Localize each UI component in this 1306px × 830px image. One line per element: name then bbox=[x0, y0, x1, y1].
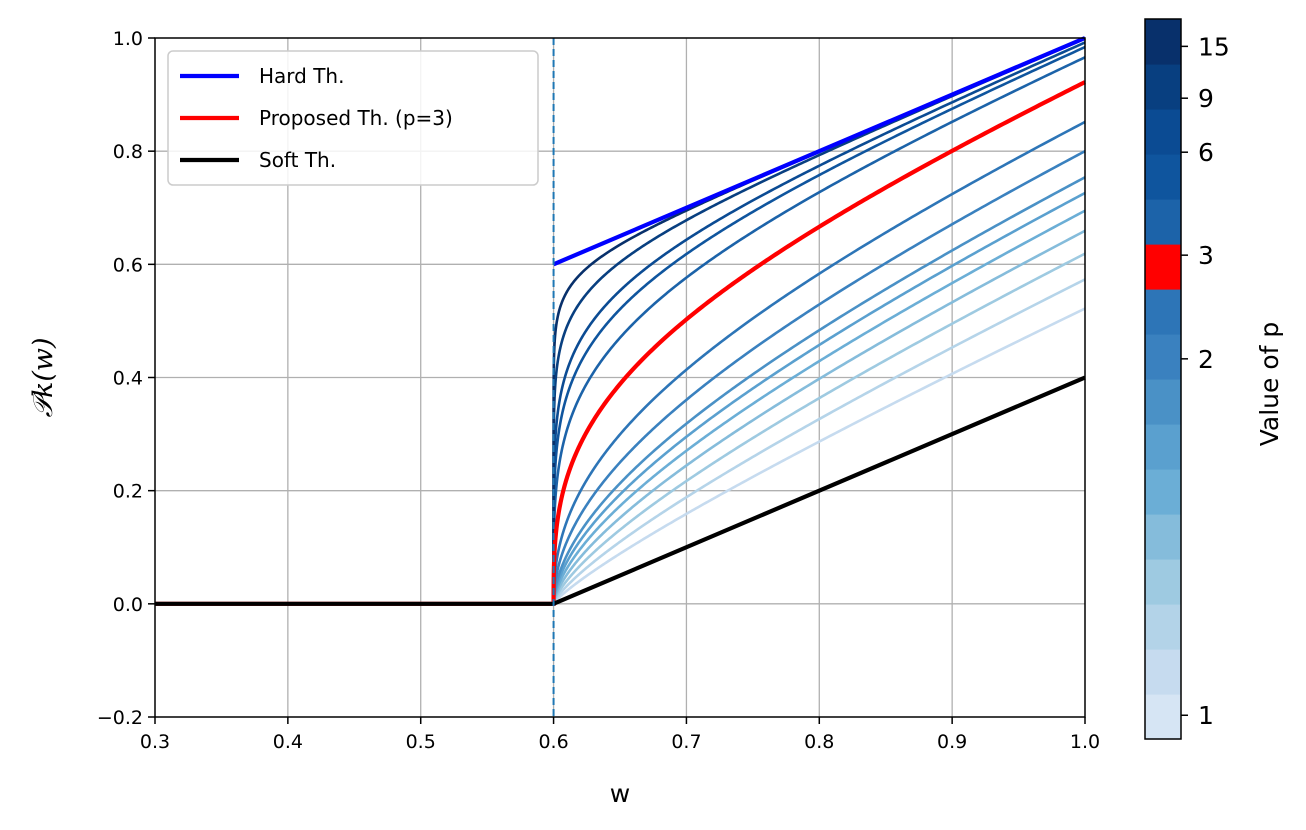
y-tick-label: −0.2 bbox=[97, 707, 143, 729]
family-curve bbox=[155, 56, 1086, 606]
colorbar-label: Value of p bbox=[1255, 322, 1284, 447]
x-axis-ticks: 0.3 0.4 0.5 0.6 0.7 0.8 0.9 1.0 bbox=[140, 717, 1100, 753]
x-tick-label: 0.3 bbox=[140, 731, 170, 753]
y-tick-label: 0.0 bbox=[113, 594, 143, 616]
family-curve bbox=[155, 229, 1086, 606]
x-tick-label: 0.6 bbox=[538, 731, 568, 753]
colorbar-segment bbox=[1145, 154, 1181, 200]
colorbar-segment bbox=[1145, 64, 1181, 110]
legend: Hard Th. Proposed Th. (p=3) Soft Th. bbox=[167, 50, 539, 186]
colorbar-segment bbox=[1145, 109, 1181, 155]
family-curve bbox=[155, 209, 1086, 606]
series-hard-line bbox=[552, 36, 1086, 267]
colorbar-segment bbox=[1145, 694, 1181, 740]
family-curve bbox=[155, 191, 1086, 606]
colorbar-segment bbox=[1145, 424, 1181, 470]
y-tick-label: 0.4 bbox=[113, 368, 143, 390]
colorbar-segment bbox=[1145, 334, 1181, 380]
family-curve bbox=[155, 45, 1086, 606]
colorbar-segment bbox=[1145, 514, 1181, 560]
colorbar-segment bbox=[1145, 469, 1181, 515]
colorbar-tick-label: 6 bbox=[1198, 138, 1214, 167]
y-tick-label: 0.6 bbox=[113, 254, 143, 276]
colorbar-tick-label: 9 bbox=[1198, 84, 1214, 113]
family-curve bbox=[155, 41, 1086, 606]
colorbar-tick-label: 1 bbox=[1198, 701, 1214, 730]
legend-label: Soft Th. bbox=[259, 148, 336, 172]
colorbar-tick-label: 2 bbox=[1198, 345, 1214, 374]
family-curve bbox=[155, 307, 1086, 606]
colorbar-segment bbox=[1145, 289, 1181, 335]
family-curve bbox=[155, 150, 1086, 606]
colorbar-segment bbox=[1145, 199, 1181, 245]
x-tick-label: 0.8 bbox=[804, 731, 834, 753]
colorbar-tick-label: 15 bbox=[1198, 32, 1230, 61]
series-proposed-line bbox=[155, 80, 1086, 606]
family-curve bbox=[155, 176, 1086, 606]
legend-label: Proposed Th. (p=3) bbox=[259, 106, 453, 130]
family-curve bbox=[155, 252, 1086, 606]
p-family-curves bbox=[155, 36, 1086, 606]
colorbar-segment bbox=[1145, 379, 1181, 425]
x-tick-label: 0.4 bbox=[273, 731, 303, 753]
colorbar-segment bbox=[1145, 604, 1181, 650]
legend-box bbox=[167, 50, 539, 186]
legend-label: Hard Th. bbox=[259, 64, 344, 88]
colorbar-segment bbox=[1145, 244, 1181, 290]
colorbar: 1 2 3 6 9 15 bbox=[1144, 18, 1230, 740]
colorbar-segment bbox=[1145, 19, 1181, 65]
x-axis-label: w bbox=[610, 779, 630, 808]
x-tick-label: 1.0 bbox=[1070, 731, 1100, 753]
x-tick-label: 0.5 bbox=[406, 731, 436, 753]
x-tick-label: 0.7 bbox=[671, 731, 701, 753]
colorbar-segment bbox=[1145, 649, 1181, 695]
colorbar-tick-label: 3 bbox=[1198, 241, 1214, 270]
x-tick-label: 0.9 bbox=[937, 731, 967, 753]
y-tick-label: 0.8 bbox=[113, 141, 143, 163]
y-tick-label: 1.0 bbox=[113, 28, 143, 50]
family-curve bbox=[155, 278, 1086, 606]
y-tick-label: 0.2 bbox=[113, 481, 143, 503]
colorbar-segment bbox=[1145, 559, 1181, 605]
y-axis-ticks: −0.2 0.0 0.2 0.4 0.6 0.8 1.0 bbox=[97, 28, 155, 729]
y-axis-label: 𝒫k(w) bbox=[28, 337, 59, 417]
family-curve bbox=[155, 120, 1086, 606]
colorbar-frame bbox=[1144, 18, 1182, 740]
